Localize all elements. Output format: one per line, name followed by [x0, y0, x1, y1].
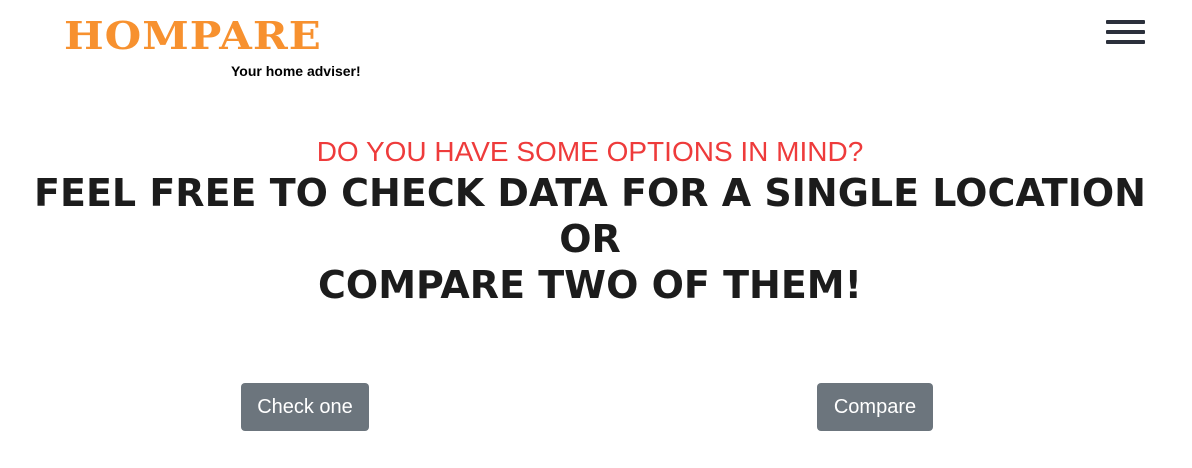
tagline: Your home adviser!: [231, 63, 361, 79]
hamburger-menu-icon[interactable]: [1104, 20, 1146, 46]
check-one-button[interactable]: Check one: [241, 383, 369, 431]
hero-headline-line-1: FEEL FREE TO CHECK DATA FOR A SINGLE LOC…: [34, 171, 1146, 261]
compare-button[interactable]: Compare: [817, 383, 933, 431]
hero-headline-line-2: COMPARE TWO OF THEM!: [318, 263, 862, 307]
hero-headline: FEEL FREE TO CHECK DATA FOR A SINGLE LOC…: [0, 170, 1180, 308]
menu-bar-top: [1106, 20, 1145, 24]
logo[interactable]: HOMPARE: [64, 13, 322, 59]
menu-bar-middle: [1106, 30, 1145, 34]
hero-subtitle: DO YOU HAVE SOME OPTIONS IN MIND?: [316, 136, 864, 167]
menu-bar-bottom: [1106, 40, 1145, 44]
